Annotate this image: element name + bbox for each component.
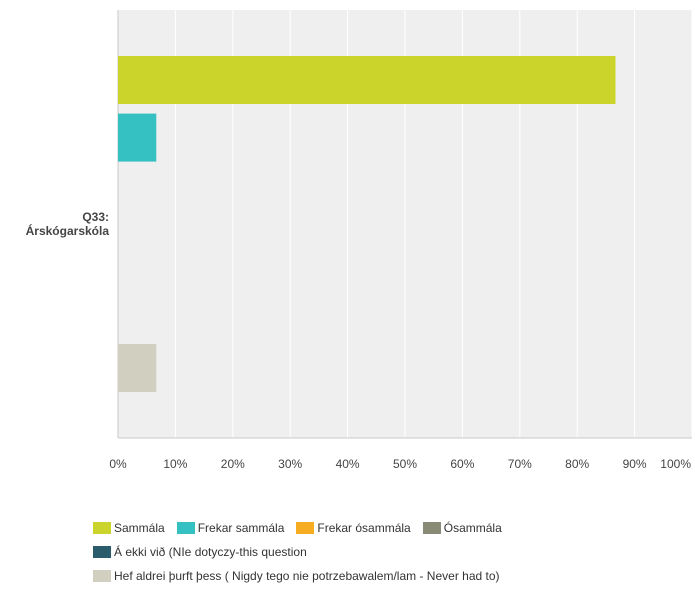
x-tick-label-1: 10%	[163, 457, 187, 471]
legend-swatch-a-ekki-vid	[93, 546, 111, 558]
legend-swatch-sammala	[93, 522, 111, 534]
x-tick-label-7: 70%	[508, 457, 532, 471]
legend-label-a-ekki-vid: Á ekki við (NIe dotyczy-this question	[114, 545, 307, 559]
legend-item-hef-aldrei: Hef aldrei þurft þess ( Nigdy tego nie p…	[93, 569, 500, 583]
legend-swatch-hef-aldrei	[93, 570, 111, 582]
legend-row-2: Á ekki við (NIe dotyczy-this question	[93, 544, 693, 560]
x-tick-label-0: 0%	[109, 457, 127, 471]
legend-item-frekar-sammala: Frekar sammála	[176, 521, 285, 535]
legend-label-frekar-osammala: Frekar ósammála	[317, 521, 411, 535]
x-tick-label-5: 50%	[393, 457, 417, 471]
legend-label-sammala: Sammála	[114, 521, 165, 535]
bar-sammala	[118, 56, 616, 104]
x-tick-label-6: 60%	[450, 457, 474, 471]
legend-swatch-frekar-osammala	[296, 522, 315, 534]
x-tick-label-3: 30%	[278, 457, 302, 471]
bar-frekar-sammala	[118, 113, 157, 162]
legend-item-sammala: Sammála	[93, 521, 165, 535]
legend-item-a-ekki-vid: Á ekki við (NIe dotyczy-this question	[93, 545, 307, 559]
legend-item-frekar-osammala: Frekar ósammála	[296, 521, 411, 535]
legend-label-frekar-sammala: Frekar sammála	[197, 521, 285, 535]
x-tick-label-10: 100%	[660, 457, 691, 471]
legend-label-osammala: Ósammála	[443, 521, 502, 535]
bar-chart-plot: 0% 10% 20% 30% 40% 50% 60% 70% 80% 90% 100% Q33:Árs…	[26, 10, 693, 471]
category-label-line-1: Árskógarskóla	[26, 223, 110, 238]
x-tick-label-9: 90%	[623, 457, 647, 471]
x-tick-label-4: 40%	[336, 457, 360, 471]
legend-label-hef-aldrei: Hef aldrei þurft þess ( Nigdy tego nie p…	[114, 569, 500, 583]
category-label-line-0: Q33:	[82, 210, 109, 224]
legend-item-osammala: Ósammála	[422, 521, 502, 535]
legend: Sammála Frekar sammála Frekar ósammála Ó…	[93, 520, 693, 592]
legend-swatch-frekar-sammala	[176, 522, 195, 534]
legend-swatch-osammala	[422, 522, 441, 534]
legend-row-1: Sammála Frekar sammála Frekar ósammála Ó…	[93, 520, 693, 536]
x-tick-label-8: 80%	[565, 457, 589, 471]
x-tick-label-2: 20%	[221, 457, 245, 471]
bar-hef-aldrei	[118, 344, 157, 392]
legend-row-3: Hef aldrei þurft þess ( Nigdy tego nie p…	[93, 568, 693, 584]
